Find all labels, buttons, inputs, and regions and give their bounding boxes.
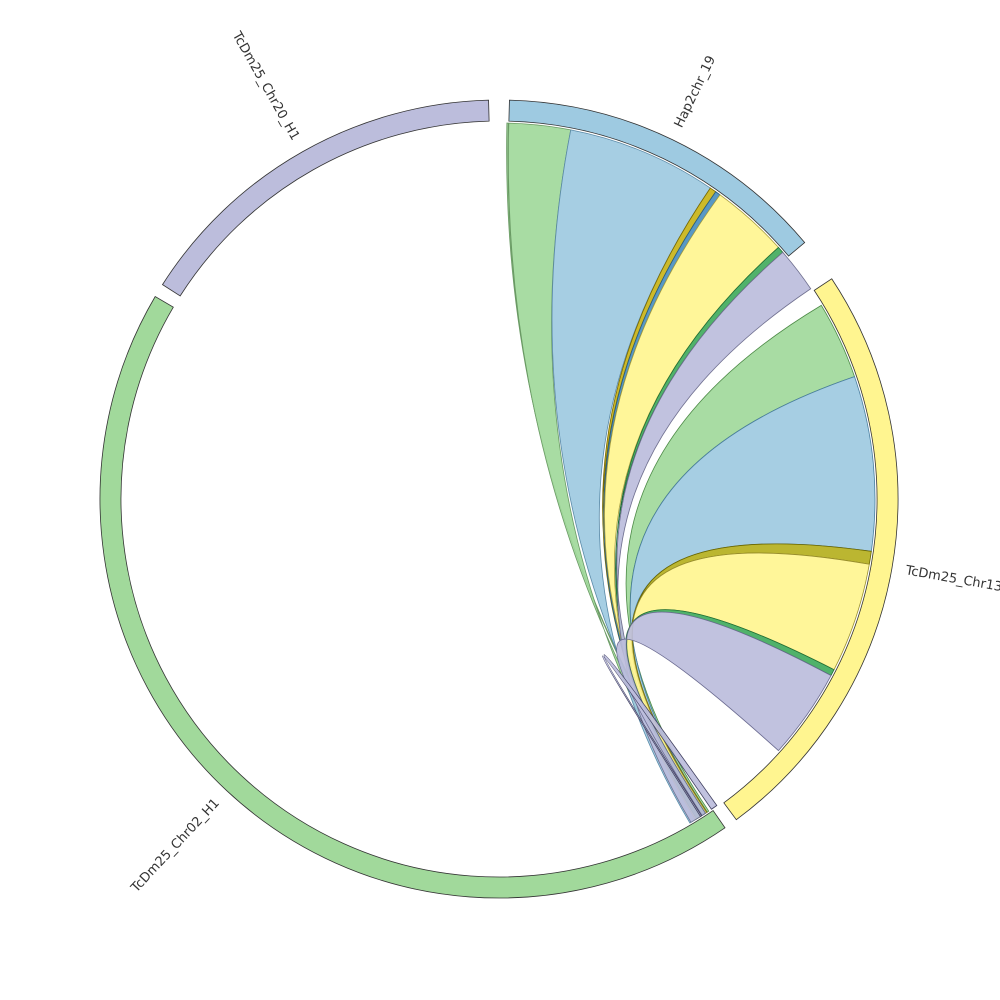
- segment-label-hap2: Hap2chr_19: [672, 53, 719, 130]
- segment-label-chr20: TcDm25_Chr20_H1: [228, 28, 302, 143]
- segment-label-chr02: TcDm25_Chr02_H1: [128, 796, 223, 896]
- segment-layer: [99, 99, 899, 899]
- ribbon-layer: [506, 122, 876, 824]
- segment-arc-chr20: [161, 99, 490, 297]
- segment-label-chr13: TcDm25_Chr13: [903, 563, 1000, 595]
- segment-arc-chr13: [723, 278, 899, 821]
- segment-arc-chr02: [99, 295, 726, 899]
- chord-ribbon-15: [602, 654, 718, 818]
- segment-arc-hap2: [508, 99, 806, 257]
- chord-ribbon-14: [616, 611, 832, 816]
- chord-ribbon-8: [616, 251, 812, 823]
